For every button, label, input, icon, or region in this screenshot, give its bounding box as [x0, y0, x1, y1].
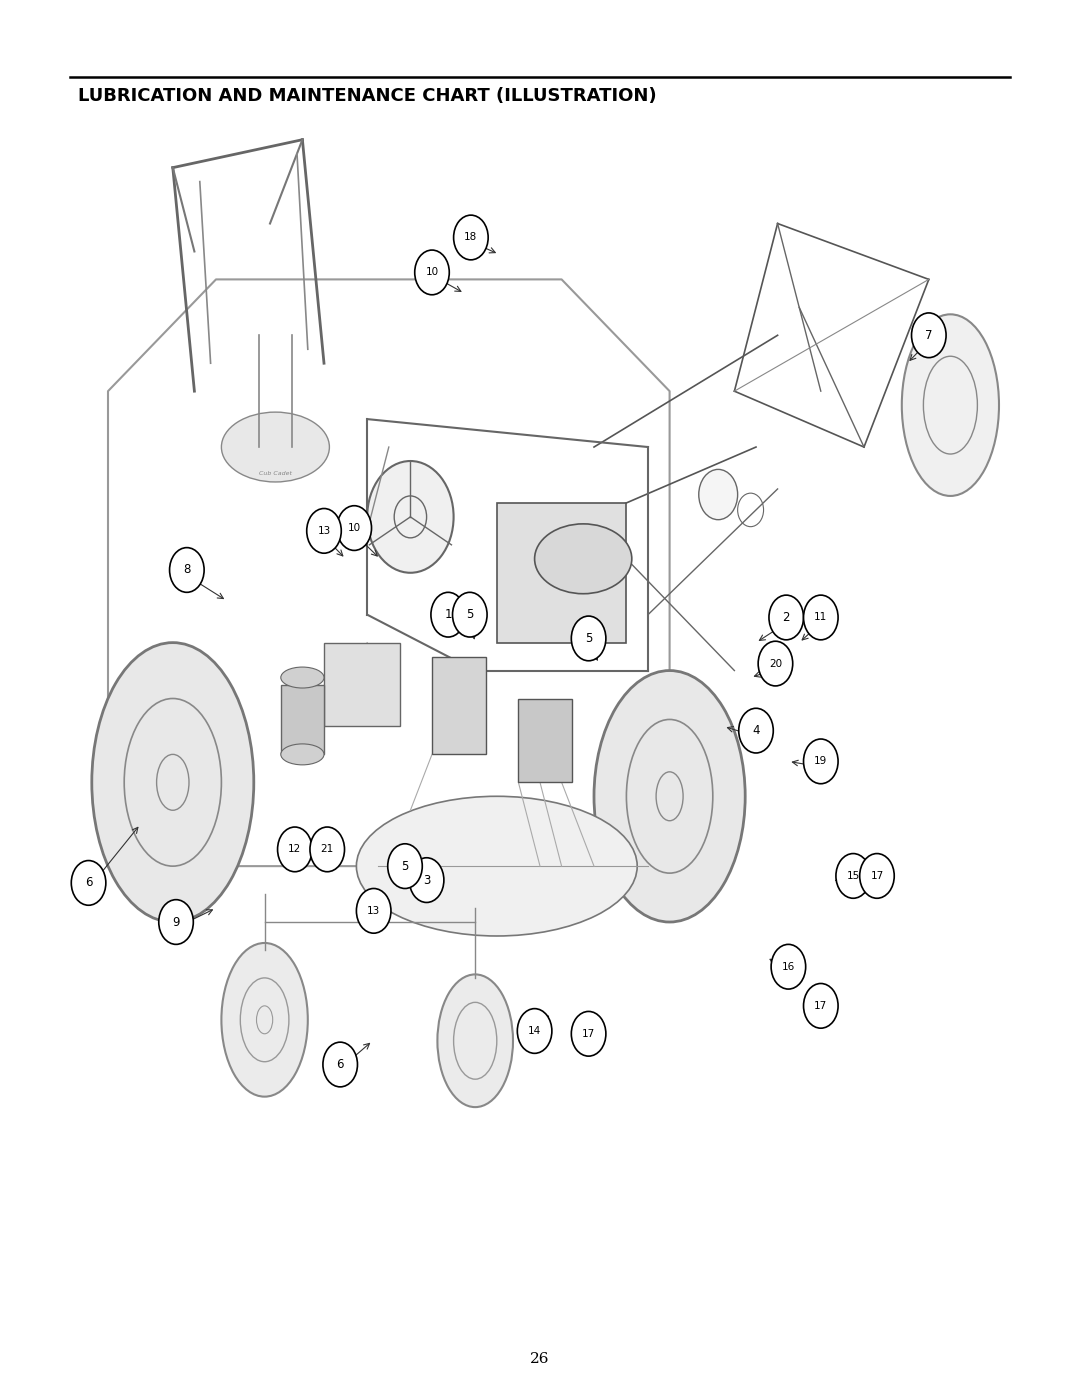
Circle shape	[453, 592, 487, 637]
Circle shape	[769, 595, 804, 640]
Circle shape	[571, 1011, 606, 1056]
Circle shape	[356, 888, 391, 933]
Text: 21: 21	[321, 844, 334, 855]
Text: 10: 10	[426, 267, 438, 278]
Ellipse shape	[356, 796, 637, 936]
Circle shape	[431, 592, 465, 637]
Circle shape	[912, 313, 946, 358]
Circle shape	[409, 858, 444, 902]
Circle shape	[323, 1042, 357, 1087]
Circle shape	[771, 944, 806, 989]
Circle shape	[278, 827, 312, 872]
Text: 5: 5	[402, 859, 408, 873]
Circle shape	[739, 708, 773, 753]
Text: 4: 4	[753, 724, 759, 738]
Text: 13: 13	[318, 525, 330, 536]
Text: 2: 2	[783, 610, 789, 624]
Bar	[432, 657, 486, 754]
Circle shape	[571, 616, 606, 661]
Bar	[281, 685, 324, 754]
Text: 17: 17	[814, 1000, 827, 1011]
Text: 1: 1	[445, 608, 451, 622]
Text: 5: 5	[585, 631, 592, 645]
Text: 19: 19	[814, 756, 827, 767]
Circle shape	[454, 215, 488, 260]
Text: 20: 20	[769, 658, 782, 669]
Circle shape	[310, 827, 345, 872]
Ellipse shape	[221, 412, 329, 482]
Text: 26: 26	[530, 1352, 550, 1366]
Ellipse shape	[437, 975, 513, 1106]
Circle shape	[367, 461, 454, 573]
Circle shape	[517, 1009, 552, 1053]
Circle shape	[307, 509, 341, 553]
Text: Cub Cadet: Cub Cadet	[259, 471, 292, 476]
Text: 3: 3	[423, 873, 430, 887]
Text: 14: 14	[528, 1025, 541, 1037]
Text: 16: 16	[782, 961, 795, 972]
Text: LUBRICATION AND MAINTENANCE CHART (ILLUSTRATION): LUBRICATION AND MAINTENANCE CHART (ILLUS…	[78, 87, 657, 105]
Text: 17: 17	[870, 870, 883, 882]
Ellipse shape	[535, 524, 632, 594]
Ellipse shape	[221, 943, 308, 1097]
Text: 7: 7	[926, 328, 932, 342]
Circle shape	[388, 844, 422, 888]
Ellipse shape	[902, 314, 999, 496]
Text: 9: 9	[173, 915, 179, 929]
Ellipse shape	[281, 743, 324, 766]
Text: 11: 11	[814, 612, 827, 623]
Bar	[324, 643, 400, 726]
Ellipse shape	[92, 643, 254, 922]
Circle shape	[170, 548, 204, 592]
Circle shape	[804, 983, 838, 1028]
Ellipse shape	[594, 671, 745, 922]
Circle shape	[337, 506, 372, 550]
Text: 15: 15	[847, 870, 860, 882]
Text: 10: 10	[348, 522, 361, 534]
Text: 6: 6	[85, 876, 92, 890]
Text: 8: 8	[184, 563, 190, 577]
Circle shape	[159, 900, 193, 944]
Circle shape	[71, 861, 106, 905]
Circle shape	[860, 854, 894, 898]
Circle shape	[699, 469, 738, 520]
Circle shape	[836, 854, 870, 898]
Text: 5: 5	[467, 608, 473, 622]
Text: 17: 17	[582, 1028, 595, 1039]
Circle shape	[415, 250, 449, 295]
Circle shape	[804, 595, 838, 640]
Circle shape	[804, 739, 838, 784]
Ellipse shape	[281, 668, 324, 689]
Text: 12: 12	[288, 844, 301, 855]
Bar	[497, 503, 626, 643]
Text: 13: 13	[367, 905, 380, 916]
Text: 6: 6	[337, 1058, 343, 1071]
Circle shape	[758, 641, 793, 686]
Text: 18: 18	[464, 232, 477, 243]
Bar	[518, 698, 572, 782]
